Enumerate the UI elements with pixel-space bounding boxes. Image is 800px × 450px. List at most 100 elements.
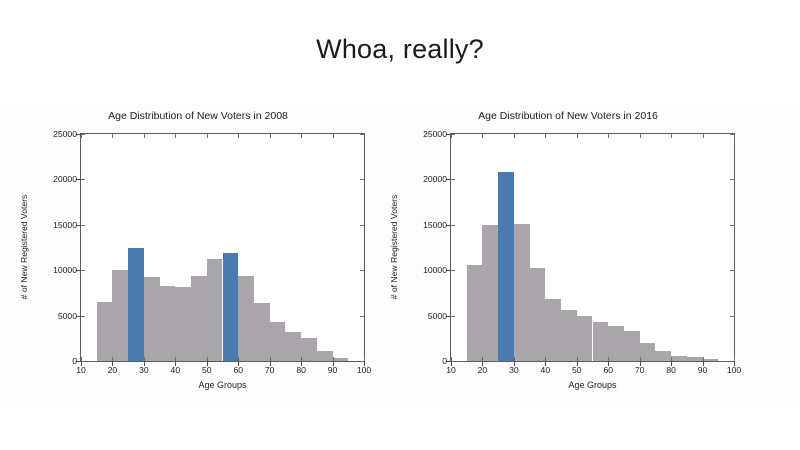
histogram-bar [639,343,656,361]
x-axis-tick [175,361,177,366]
chart-title: Age Distribution of New Voters in 2016 [478,110,658,122]
x-axis-tick-inner [175,357,177,361]
y-axis-tick-inner-right [730,224,734,226]
y-axis-tick-inner [81,315,85,317]
x-axis-tick [269,361,271,366]
histogram-bar [498,172,514,361]
histogram-bar [253,303,270,361]
y-axis-tick [76,179,81,181]
histogram-bar [143,277,160,361]
bars-container [451,134,734,361]
figure-band: Age Distribution of New Voters in 2008 #… [0,104,800,401]
x-axis-tick-label: 20 [107,365,118,375]
y-axis-tick [446,224,451,226]
x-axis-tick-inner [238,357,240,361]
y-axis-tick-label: 20000 [423,174,447,185]
x-axis-tick-inner-top [301,134,303,138]
x-axis-tick [451,361,452,366]
x-axis-tick-label: 90 [697,365,708,375]
y-axis-tick-label: 25000 [53,129,77,139]
histogram-bar [191,275,207,361]
x-axis-tick-inner [513,357,515,361]
y-axis-tick-inner [451,179,455,181]
y-axis-tick-label: 15000 [423,219,447,230]
y-axis-tick-label: 10000 [423,265,447,276]
x-axis-tick-label: 10 [446,365,456,375]
x-axis-tick-inner-top [482,134,484,138]
histogram-bar [206,258,223,361]
x-axis-tick [608,361,610,366]
histogram-bar [269,322,286,361]
x-axis-tick [364,361,365,366]
y-axis-tick-inner [451,224,455,226]
y-axis-tick-inner-right [360,270,364,272]
x-axis-tick-inner [206,357,208,361]
x-axis-tick-inner [81,357,82,361]
histogram-bar [285,331,302,361]
x-axis-tick-inner-top [206,134,208,138]
chart-age-distribution-2016: Age Distribution of New Voters in 2016 #… [388,104,748,401]
x-axis-tick [332,361,334,366]
y-axis-tick-label: 0 [72,356,77,366]
y-axis-tick [446,361,451,362]
histogram-bar [702,359,719,361]
histogram-bar [482,225,499,361]
histogram-bar [301,338,317,361]
x-axis-tick-label: 40 [540,365,551,375]
y-axis-tick-inner [81,361,85,362]
page-title: Whoa, really? [316,34,484,64]
x-axis-tick-label: 70 [264,365,275,375]
histogram-bar [128,247,144,361]
histogram-bar [545,298,562,361]
y-axis-tick-inner [81,179,85,181]
x-axis-tick-inner-top [81,134,82,138]
y-axis-tick [76,270,81,272]
chart-age-distribution-2008: Age Distribution of New Voters in 2008 #… [18,104,378,401]
y-axis-tick-inner-right [360,224,364,226]
y-axis-tick-inner [451,361,455,362]
x-axis-tick-inner-top [332,134,334,138]
y-axis-tick-inner [81,270,85,272]
y-axis-tick-inner-right [730,270,734,272]
x-axis-tick-inner [269,357,271,361]
y-axis-tick [76,134,81,135]
x-axis-tick-label: 100 [726,365,742,375]
x-axis-tick-inner-top [143,134,145,138]
y-axis-tick-inner-right [360,179,364,181]
x-axis-tick-inner-top [513,134,515,138]
histogram-bar [671,355,687,361]
y-axis-title: # of New Registered Voters [19,194,29,300]
x-axis-tick-label: 20 [477,365,488,375]
x-axis-tick [112,361,114,366]
y-axis-tick-inner [81,224,85,226]
y-axis-tick-inner-right [730,134,734,135]
y-axis-tick [76,361,81,362]
y-axis-tick-inner [451,315,455,317]
histogram-bar [655,350,672,361]
x-axis-tick-inner-top [608,134,610,138]
x-axis-tick-inner [545,357,547,361]
bars-container [81,134,364,361]
histogram-bar [238,275,254,361]
x-axis-tick-label: 80 [296,365,306,375]
x-axis-tick-inner [301,357,303,361]
x-axis-tick [81,361,82,366]
histogram-bar [608,326,624,361]
y-axis-tick-inner [81,134,85,135]
x-axis-tick-inner [364,357,365,361]
x-axis-tick [734,361,735,366]
histogram-bar [316,350,333,361]
x-axis-tick-inner-top [364,134,365,138]
x-axis-tick-inner [112,357,114,361]
x-axis-tick-label: 50 [571,365,582,375]
x-axis-tick-label: 60 [233,365,243,375]
x-axis-title: Age Groups [568,380,617,390]
histogram-bar [561,309,577,361]
x-axis-tick-inner [451,357,452,361]
x-axis-tick-inner [639,357,641,361]
chart-title: Age Distribution of New Voters in 2008 [108,110,288,122]
y-axis-tick-inner-right [360,361,364,362]
y-axis-tick-inner-right [360,315,364,317]
x-axis-tick-label: 40 [170,365,181,375]
x-axis-tick-label: 30 [139,365,149,375]
